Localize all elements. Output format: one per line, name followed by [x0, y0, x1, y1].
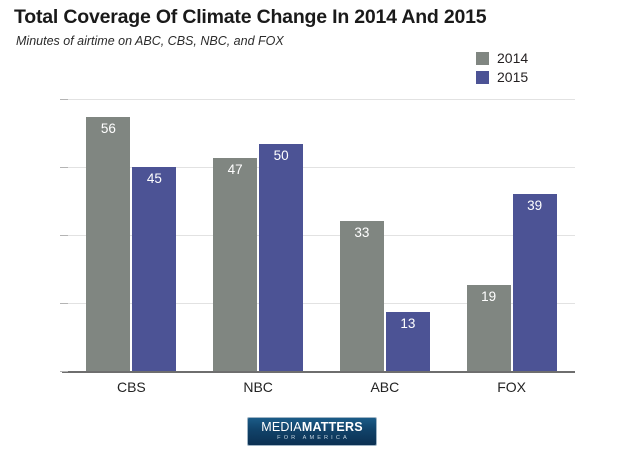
legend-item-2014: 2014: [476, 50, 528, 66]
y-axis-tick-mark: [60, 371, 68, 372]
bar-value-label: 39: [527, 198, 543, 214]
bar-value-label: 47: [227, 161, 243, 177]
gridline: [68, 303, 575, 304]
bar-NBC-2014[interactable]: 47: [213, 157, 258, 371]
y-axis-tick-mark: [60, 99, 68, 100]
plot-area: 0153045605645CBS4750NBC3313ABC1939FOX: [60, 99, 575, 395]
bar-ABC-2015[interactable]: 13: [385, 312, 430, 371]
x-axis-label-NBC: NBC: [243, 379, 273, 395]
y-axis-tick-mark: [60, 167, 68, 168]
x-axis-label-ABC: ABC: [370, 379, 400, 395]
bar-value-label: 56: [100, 121, 116, 137]
logo-matters-text: MATTERS: [301, 420, 363, 434]
legend-item-label: 2015: [497, 69, 529, 85]
gridline: [68, 235, 575, 236]
y-axis-tick-mark: [60, 235, 68, 236]
gridline: [68, 99, 575, 100]
logo-tagline: FOR AMERICA: [277, 435, 350, 441]
bar-FOX-2014[interactable]: 19: [466, 284, 511, 371]
legend-swatch-icon: [476, 51, 489, 65]
bar-value-label: 45: [146, 171, 162, 186]
bar-value-label: 50: [273, 148, 289, 164]
chart-title: Total Coverage Of Climate Change In 2014…: [14, 6, 487, 28]
gridline: [68, 167, 575, 168]
legend-swatch-icon: [476, 70, 489, 84]
chart-subtitle: Minutes of airtime on ABC, CBS, NBC, and…: [16, 34, 284, 48]
bar-CBS-2014[interactable]: 56: [86, 117, 131, 371]
x-axis-label-FOX: FOX: [497, 379, 527, 395]
legend-item-label: 2014: [497, 50, 529, 66]
bar-FOX-2015[interactable]: 39: [512, 194, 557, 371]
bar-CBS-2015[interactable]: 45: [132, 167, 177, 371]
x-axis-label-CBS: CBS: [116, 379, 146, 395]
logo-wordmark: MEDIAMATTERS: [261, 421, 362, 434]
media-matters-logo: MEDIAMATTERS FOR AMERICA: [247, 417, 377, 446]
bar-ABC-2014[interactable]: 33: [339, 221, 384, 371]
logo-media-text: MEDIA: [261, 420, 302, 434]
x-axis-line: [62, 371, 575, 373]
legend-item-2015: 2015: [476, 69, 528, 85]
bar-value-label: 19: [481, 288, 497, 304]
bar-NBC-2015[interactable]: 50: [259, 144, 304, 371]
bar-value-label: 13: [400, 316, 416, 332]
y-axis-tick-mark: [60, 303, 68, 304]
chart-legend: 2014 2015: [476, 50, 528, 85]
bar-value-label: 33: [354, 225, 370, 241]
